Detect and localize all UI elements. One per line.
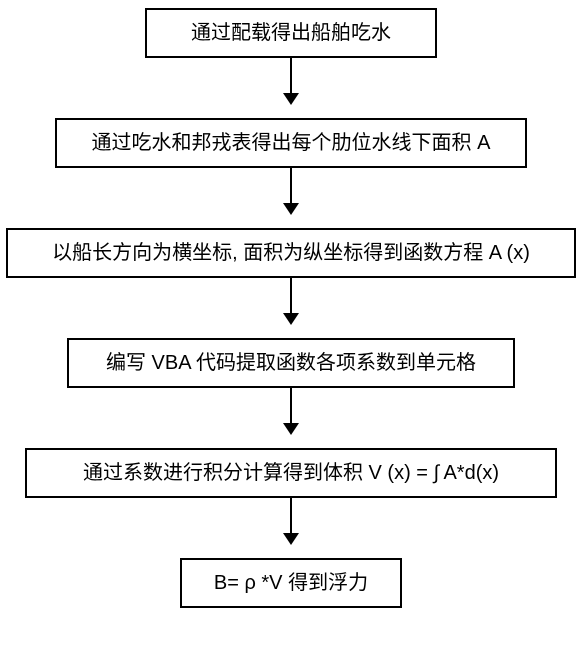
flow-arrow-1 xyxy=(283,58,299,105)
flow-node-6-label: B= ρ *V 得到浮力 xyxy=(214,569,368,597)
flow-node-5: 通过系数进行积分计算得到体积 V (x) = ∫ A*d(x) xyxy=(25,448,557,498)
flow-node-3: 以船长方向为横坐标, 面积为纵坐标得到函数方程 A (x) xyxy=(6,228,576,278)
flow-node-2: 通过吃水和邦戎表得出每个肋位水线下面积 A xyxy=(55,118,527,168)
flow-node-4-label: 编写 VBA 代码提取函数各项系数到单元格 xyxy=(106,349,476,377)
flow-node-6: B= ρ *V 得到浮力 xyxy=(180,558,402,608)
flow-arrow-3 xyxy=(283,278,299,325)
flow-node-3-label: 以船长方向为横坐标, 面积为纵坐标得到函数方程 A (x) xyxy=(52,239,530,267)
flow-node-1-label: 通过配载得出船舶吃水 xyxy=(191,19,391,47)
flow-arrow-2 xyxy=(283,168,299,215)
flow-node-1: 通过配载得出船舶吃水 xyxy=(145,8,437,58)
flow-node-2-label: 通过吃水和邦戎表得出每个肋位水线下面积 A xyxy=(92,129,491,157)
flow-arrow-4 xyxy=(283,388,299,435)
flow-node-4: 编写 VBA 代码提取函数各项系数到单元格 xyxy=(67,338,515,388)
flow-node-5-label: 通过系数进行积分计算得到体积 V (x) = ∫ A*d(x) xyxy=(83,459,499,487)
flow-arrow-5 xyxy=(283,498,299,545)
